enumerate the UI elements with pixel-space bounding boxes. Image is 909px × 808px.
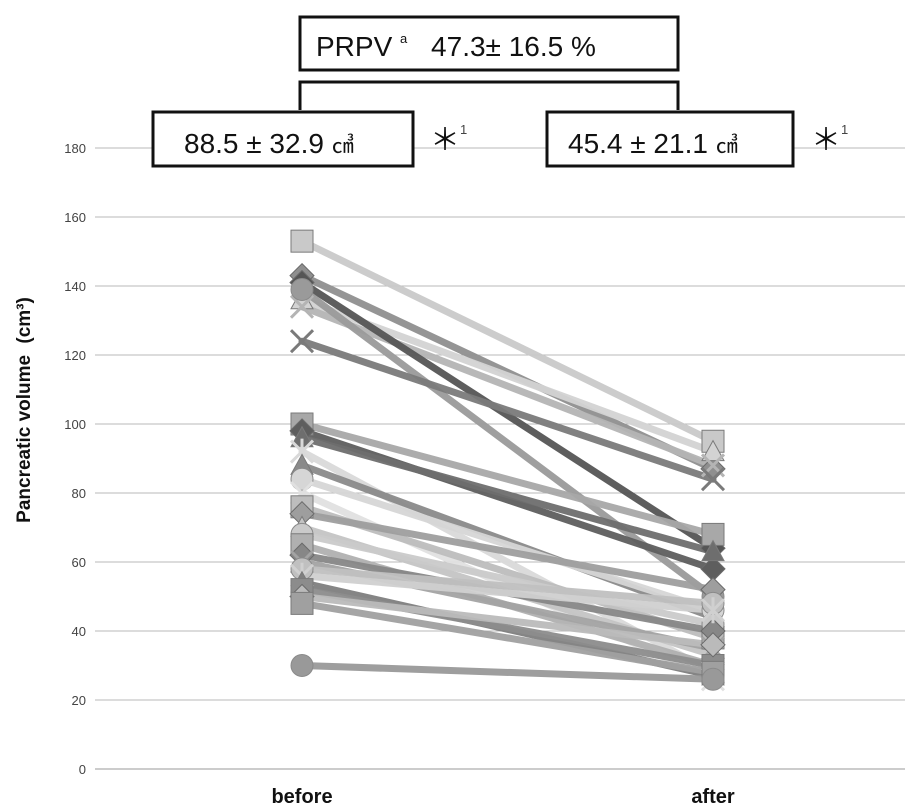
y-tick-label: 120 xyxy=(64,348,86,363)
series-line xyxy=(298,593,717,649)
before-significance-sup: 1 xyxy=(460,122,467,137)
prpv-superscript: a xyxy=(400,31,408,46)
series-line xyxy=(298,237,717,445)
series-marker xyxy=(289,294,315,319)
y-tick-label: 60 xyxy=(72,555,86,570)
series-line xyxy=(298,420,717,538)
y-tick-label: 0 xyxy=(79,762,86,777)
x-category-after: after xyxy=(691,786,735,808)
after-mean-text: 45.4 ± 21.1 ㎤ xyxy=(568,128,738,159)
series-marker xyxy=(700,632,726,658)
series-lines xyxy=(298,237,717,683)
series-marker xyxy=(290,229,314,253)
series-line xyxy=(298,337,717,483)
series-line xyxy=(298,662,717,683)
series-marker xyxy=(290,467,314,491)
y-axis-label-unit: (cm³) xyxy=(14,297,35,343)
y-tick-labels: 0 20 40 60 80 100 120 140 160 180 xyxy=(64,141,86,777)
y-tick-label: 140 xyxy=(64,279,86,294)
series-line xyxy=(298,572,717,614)
prpv-text: PRPV a 47.3± 16.5 % xyxy=(316,18,596,62)
after-mean-unit: ㎤ xyxy=(716,133,738,158)
y-tick-label: 20 xyxy=(72,693,86,708)
before-mean-unit: ㎤ xyxy=(332,133,354,158)
after-significance-star: ＊ xyxy=(811,123,841,158)
series-marker xyxy=(700,597,726,624)
y-tick-label: 180 xyxy=(64,141,86,156)
before-mean-value: 88.5 ± 32.9 xyxy=(184,128,324,159)
after-mean-box xyxy=(545,110,795,168)
series-line xyxy=(298,510,717,594)
after-mean-value: 45.4 ± 21.1 xyxy=(568,128,708,159)
after-significance-sup: 1 xyxy=(841,122,848,137)
y-tick-label: 100 xyxy=(64,417,86,432)
y-tick-label: 160 xyxy=(64,210,86,225)
series-line xyxy=(298,279,717,552)
y-axis-label-text: Pancreatic volume xyxy=(14,355,35,523)
grid-lines xyxy=(95,147,905,770)
series-line xyxy=(298,530,717,628)
before-significance-star: ＊ xyxy=(430,123,460,158)
before-mean-text: 88.5 ± 32.9 ㎤ xyxy=(184,128,354,159)
series-markers xyxy=(289,229,726,692)
series-line xyxy=(298,303,717,469)
series-marker xyxy=(701,439,725,462)
y-axis-label: Pancreatic volume (cm³) xyxy=(14,297,35,523)
y-tick-label: 40 xyxy=(72,624,86,639)
prpv-value: 47.3± 16.5 % xyxy=(431,31,596,62)
series-marker xyxy=(290,591,314,615)
series-line xyxy=(298,565,717,607)
prpv-label: PRPV xyxy=(316,31,393,62)
series-line xyxy=(298,475,717,614)
series-marker xyxy=(701,667,725,691)
y-tick-label: 80 xyxy=(72,486,86,501)
series-marker xyxy=(701,539,725,562)
x-category-before: before xyxy=(271,786,332,808)
series-marker xyxy=(290,654,314,677)
series-line xyxy=(298,599,717,676)
bracket-connector xyxy=(298,80,680,110)
series-marker xyxy=(700,467,726,492)
before-mean-box xyxy=(151,110,415,168)
series-marker xyxy=(290,277,314,301)
series-line xyxy=(298,434,717,556)
series-marker xyxy=(289,329,315,354)
prpv-box xyxy=(298,15,680,72)
